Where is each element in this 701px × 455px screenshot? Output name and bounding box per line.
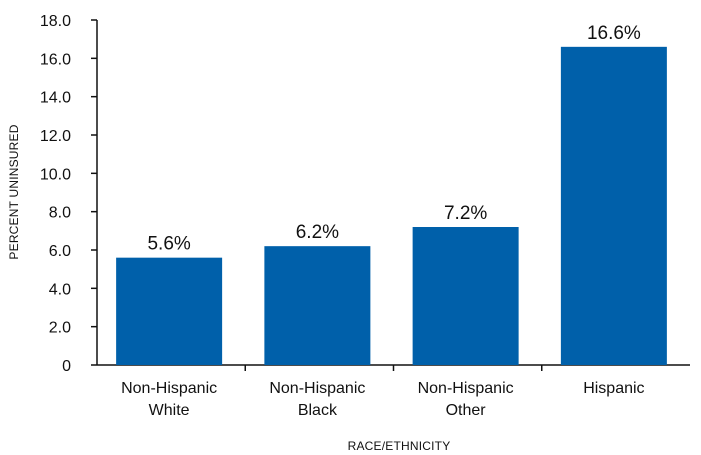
y-tick-label: 8.0 [49, 205, 71, 222]
x-tick-label: Non-Hispanic [269, 380, 365, 397]
x-tick-label: Other [446, 402, 487, 419]
y-tick-label: 16.0 [40, 51, 71, 68]
x-tick-label: Non-Hispanic [121, 380, 217, 397]
y-tick-label: 18.0 [40, 13, 71, 30]
x-tick-label: Non-Hispanic [418, 380, 514, 397]
data-label: 6.2% [296, 222, 339, 243]
bar [116, 257, 223, 365]
y-tick-label: 6.0 [49, 243, 71, 260]
bar [560, 46, 667, 365]
data-label: 5.6% [147, 234, 190, 255]
bar [264, 246, 371, 365]
data-label: 16.6% [587, 23, 641, 44]
plot-area: 0 2.0 4.0 6.0 8.0 10.0 12.0 14.0 16.0 18.0 5.6% Non… [40, 13, 690, 419]
y-tick-label: 0 [62, 358, 71, 375]
y-tick-label: 12.0 [40, 128, 71, 145]
x-axis-title: RACE/ETHNICITY [348, 439, 451, 453]
y-axis-title: PERCENT UNINSURED [7, 124, 21, 259]
x-tick-label: Hispanic [583, 380, 644, 397]
y-tick-label: 14.0 [40, 90, 71, 107]
data-label: 7.2% [444, 203, 487, 224]
bar [412, 227, 519, 365]
x-tick-label: Black [298, 402, 338, 419]
y-tick-label: 10.0 [40, 166, 71, 183]
x-tick-label: White [149, 402, 190, 419]
y-tick-label: 2.0 [49, 320, 71, 337]
y-tick-label: 4.0 [49, 281, 71, 298]
